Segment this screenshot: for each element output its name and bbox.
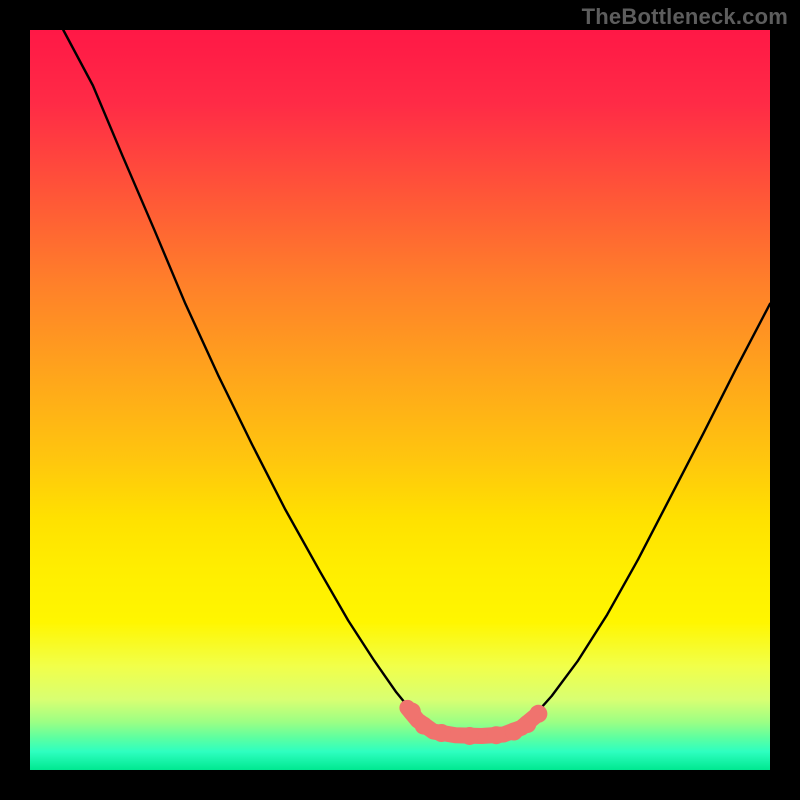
watermark-label: TheBottleneck.com	[582, 4, 788, 30]
valley-bead-3	[461, 727, 479, 745]
bottleneck-chart	[0, 0, 800, 800]
valley-bead-0	[403, 703, 421, 721]
plot-gradient-rect	[30, 30, 770, 770]
valley-bead-2	[432, 724, 450, 742]
valley-bead-4	[487, 726, 505, 744]
valley-bead-7	[529, 705, 547, 723]
chart-stage: TheBottleneck.com	[0, 0, 800, 800]
valley-bead-1	[415, 717, 433, 735]
